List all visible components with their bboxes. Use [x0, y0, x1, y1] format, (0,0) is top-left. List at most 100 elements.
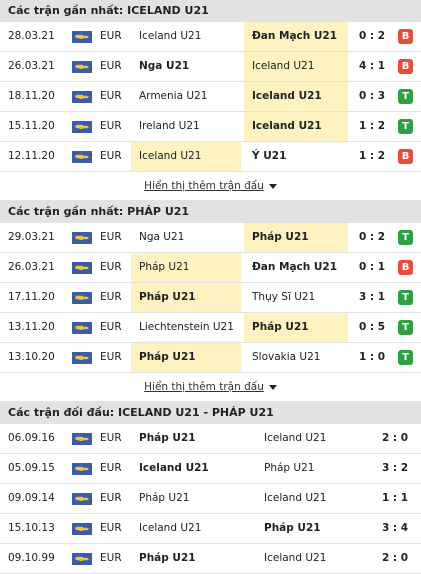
show-more-link[interactable]: Hiển thị thêm trận đấu: [144, 180, 264, 192]
away-team[interactable]: Pháp U21: [244, 223, 348, 252]
match-list: 06.09.16 EUR Pháp U21 Iceland U21 2 : 0 05.09…: [0, 424, 421, 574]
league-code: EUR: [100, 522, 122, 534]
match-score: 2 : 0: [381, 552, 409, 564]
away-team[interactable]: Pháp U21: [244, 313, 348, 342]
league-code: EUR: [100, 150, 122, 162]
home-team[interactable]: Nga U21: [139, 60, 190, 72]
caret-down-icon[interactable]: [268, 183, 277, 189]
match-score: 0 : 1: [358, 261, 386, 273]
match-score: 1 : 0: [358, 351, 386, 363]
away-team[interactable]: Iceland U21: [264, 432, 327, 444]
home-team[interactable]: Pháp U21: [131, 283, 241, 312]
away-team[interactable]: Thụy Sĩ U21: [252, 291, 316, 303]
match-row[interactable]: 26.03.21 EUR Nga U21 Iceland U21 4 : 1 B: [0, 52, 421, 82]
league-code: EUR: [100, 321, 122, 333]
match-date: 17.11.20: [8, 291, 55, 303]
league-code: EUR: [100, 30, 122, 42]
result-badge: T: [398, 290, 413, 305]
home-team[interactable]: Liechtenstein U21: [139, 321, 234, 333]
home-team[interactable]: Ireland U21: [139, 120, 200, 132]
match-row[interactable]: 05.09.15 EUR Iceland U21 Pháp U21 3 : 2: [0, 454, 421, 484]
match-date: 28.03.21: [8, 30, 55, 42]
match-row[interactable]: 15.10.13 EUR Iceland U21 Pháp U21 3 : 4: [0, 514, 421, 544]
section-iceland-recent: Các trận gần nhất: ICELAND U21 28.03.21 E…: [0, 0, 421, 201]
europe-flag-icon: [72, 433, 92, 445]
match-row[interactable]: 18.11.20 EUR Armenia U21 Iceland U21 0 : 3 T: [0, 82, 421, 112]
league-code: EUR: [100, 90, 122, 102]
europe-flag-icon: [72, 262, 92, 274]
match-row[interactable]: 15.11.20 EUR Ireland U21 Iceland U21 1 : 2 T: [0, 112, 421, 142]
away-team[interactable]: Iceland U21: [244, 52, 348, 81]
match-row[interactable]: 12.11.20 EUR Iceland U21 Ý U21 1 : 2 B: [0, 142, 421, 172]
show-more-link[interactable]: Hiển thị thêm trận đấu: [144, 381, 264, 393]
match-list: 29.03.21 EUR Nga U21 Pháp U21 0 : 2 T 26.03.21…: [0, 223, 421, 373]
home-team[interactable]: Pháp U21: [139, 492, 190, 504]
match-score: 3 : 2: [381, 462, 409, 474]
match-row[interactable]: 09.09.14 EUR Pháp U21 Iceland U21 1 : 1: [0, 484, 421, 514]
match-row[interactable]: 29.03.21 EUR Nga U21 Pháp U21 0 : 2 T: [0, 223, 421, 253]
europe-flag-icon: [72, 352, 92, 364]
match-score: 1 : 2: [358, 150, 386, 162]
europe-flag-icon: [72, 61, 92, 73]
home-team[interactable]: Pháp U21: [139, 432, 196, 444]
europe-flag-icon: [72, 493, 92, 505]
away-team[interactable]: Slovakia U21: [252, 351, 321, 363]
away-team[interactable]: Iceland U21: [244, 112, 348, 141]
europe-flag-icon: [72, 322, 92, 334]
league-code: EUR: [100, 462, 122, 474]
league-code: EUR: [100, 291, 122, 303]
match-row[interactable]: 13.10.20 EUR Pháp U21 Slovakia U21 1 : 0 T: [0, 343, 421, 373]
away-team[interactable]: Iceland U21: [264, 492, 327, 504]
result-badge: T: [398, 119, 413, 134]
match-date: 18.11.20: [8, 90, 55, 102]
league-code: EUR: [100, 120, 122, 132]
away-team[interactable]: Iceland U21: [244, 82, 348, 111]
result-badge: T: [398, 350, 413, 365]
caret-down-icon[interactable]: [268, 384, 277, 390]
section-title: Các trận đối đầu: ICELAND U21 - PHÁP U21: [0, 402, 421, 424]
match-score: 2 : 0: [381, 432, 409, 444]
match-date: 09.09.14: [8, 492, 55, 504]
match-row[interactable]: 13.11.20 EUR Liechtenstein U21 Pháp U21 0 : …: [0, 313, 421, 343]
away-team[interactable]: Đan Mạch U21: [244, 22, 348, 51]
home-team[interactable]: Pháp U21: [131, 343, 241, 372]
match-score: 3 : 4: [381, 522, 409, 534]
match-score: 0 : 3: [358, 90, 386, 102]
result-badge: T: [398, 89, 413, 104]
show-more-row: Hiển thị thêm trận đấu: [0, 172, 421, 201]
away-team[interactable]: Iceland U21: [264, 552, 327, 564]
match-score: 0 : 2: [358, 231, 386, 243]
home-team[interactable]: Armenia U21: [139, 90, 208, 102]
home-team[interactable]: Iceland U21: [139, 30, 202, 42]
match-row[interactable]: 26.03.21 EUR Pháp U21 Đan Mạch U21 0 : 1 B: [0, 253, 421, 283]
away-team[interactable]: Đan Mạch U21: [252, 261, 338, 273]
home-team[interactable]: Iceland U21: [139, 522, 202, 534]
away-team[interactable]: Pháp U21: [264, 522, 321, 534]
match-row[interactable]: 09.10.99 EUR Pháp U21 Iceland U21 2 : 0: [0, 544, 421, 574]
match-row[interactable]: 28.03.21 EUR Iceland U21 Đan Mạch U21 0 : 2 B: [0, 22, 421, 52]
match-date: 12.11.20: [8, 150, 55, 162]
away-team[interactable]: Ý U21: [252, 150, 287, 162]
league-code: EUR: [100, 492, 122, 504]
result-badge: T: [398, 320, 413, 335]
match-row[interactable]: 06.09.16 EUR Pháp U21 Iceland U21 2 : 0: [0, 424, 421, 454]
show-more-row: Hiển thị thêm trận đấu: [0, 373, 421, 402]
match-date: 15.11.20: [8, 120, 55, 132]
section-head-to-head: Các trận đối đầu: ICELAND U21 - PHÁP U21…: [0, 402, 421, 574]
match-row[interactable]: 17.11.20 EUR Pháp U21 Thụy Sĩ U21 3 : 1 T: [0, 283, 421, 313]
match-date: 06.09.16: [8, 432, 55, 444]
league-code: EUR: [100, 60, 122, 72]
home-team[interactable]: Pháp U21: [131, 253, 241, 282]
europe-flag-icon: [72, 553, 92, 565]
home-team[interactable]: Pháp U21: [139, 552, 196, 564]
home-team[interactable]: Iceland U21: [139, 462, 209, 474]
match-date: 15.10.13: [8, 522, 55, 534]
section-france-recent: Các trận gần nhất: PHÁP U21 29.03.21 EUR N…: [0, 201, 421, 402]
home-team[interactable]: Iceland U21: [131, 142, 241, 171]
europe-flag-icon: [72, 91, 92, 103]
europe-flag-icon: [72, 523, 92, 535]
away-team[interactable]: Pháp U21: [264, 462, 315, 474]
section-title: Các trận gần nhất: ICELAND U21: [0, 0, 421, 22]
home-team[interactable]: Nga U21: [139, 231, 185, 243]
